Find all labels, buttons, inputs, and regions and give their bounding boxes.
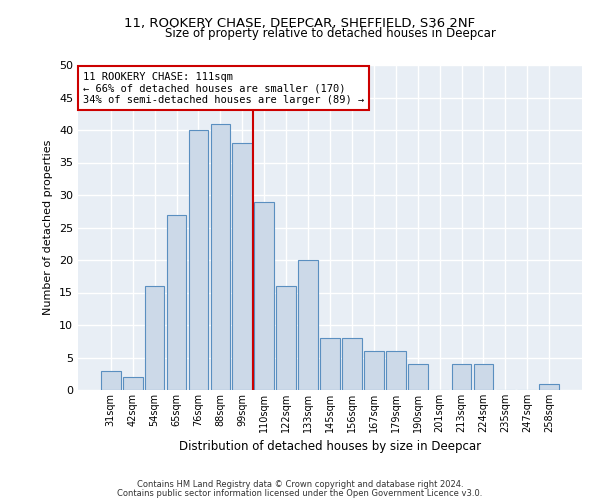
Bar <box>276 286 296 390</box>
Text: Contains public sector information licensed under the Open Government Licence v3: Contains public sector information licen… <box>118 489 482 498</box>
Bar <box>408 364 428 390</box>
X-axis label: Distribution of detached houses by size in Deepcar: Distribution of detached houses by size … <box>179 440 481 454</box>
Bar <box>452 364 472 390</box>
Bar <box>188 130 208 390</box>
Y-axis label: Number of detached properties: Number of detached properties <box>43 140 53 315</box>
Bar <box>211 124 230 390</box>
Text: Contains HM Land Registry data © Crown copyright and database right 2024.: Contains HM Land Registry data © Crown c… <box>137 480 463 489</box>
Bar <box>167 214 187 390</box>
Bar <box>298 260 318 390</box>
Title: Size of property relative to detached houses in Deepcar: Size of property relative to detached ho… <box>164 27 496 40</box>
Bar <box>342 338 362 390</box>
Bar <box>320 338 340 390</box>
Bar <box>364 351 384 390</box>
Bar <box>254 202 274 390</box>
Text: 11 ROOKERY CHASE: 111sqm
← 66% of detached houses are smaller (170)
34% of semi-: 11 ROOKERY CHASE: 111sqm ← 66% of detach… <box>83 72 364 104</box>
Bar <box>232 143 252 390</box>
Bar <box>386 351 406 390</box>
Bar <box>101 370 121 390</box>
Text: 11, ROOKERY CHASE, DEEPCAR, SHEFFIELD, S36 2NF: 11, ROOKERY CHASE, DEEPCAR, SHEFFIELD, S… <box>124 18 476 30</box>
Bar <box>473 364 493 390</box>
Bar <box>539 384 559 390</box>
Bar <box>145 286 164 390</box>
Bar <box>123 377 143 390</box>
